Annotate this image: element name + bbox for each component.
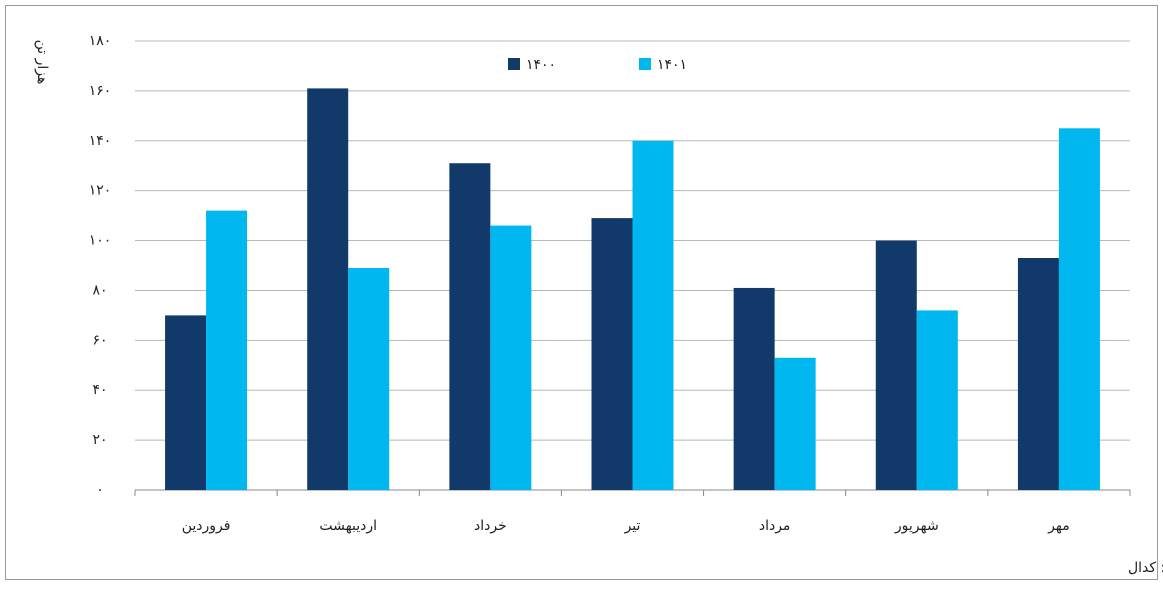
y-tick-label: ۱۰۰ — [89, 233, 112, 249]
source-note: منبع: کدال — [1128, 560, 1163, 576]
bar — [165, 315, 207, 490]
x-tick-label: شهریور — [894, 518, 939, 534]
bar — [733, 287, 775, 490]
x-tick-label: مهر — [1047, 518, 1070, 534]
y-tick-label: ۱۴۰ — [89, 133, 112, 149]
y-tick-label: ۸۰ — [92, 282, 107, 298]
bar — [774, 357, 816, 490]
bar — [632, 140, 674, 490]
bar — [348, 267, 390, 490]
legend-swatch — [508, 58, 520, 70]
y-tick-label: ۶۰ — [92, 332, 107, 348]
x-tick-label: فروردین — [182, 518, 231, 534]
y-axis-label: هزار تن — [34, 40, 50, 85]
y-tick-label: ۱۸۰ — [89, 33, 112, 49]
bar — [875, 240, 917, 490]
y-tick-label: ۴۰ — [92, 382, 107, 398]
bar — [591, 218, 633, 490]
bar — [916, 310, 958, 490]
x-tick-label: خرداد — [474, 518, 507, 534]
bar — [449, 163, 491, 490]
y-tick-label: ۲۰ — [92, 432, 107, 448]
legend-swatch — [639, 58, 651, 70]
bar — [1058, 128, 1100, 491]
x-tick-label: اردیبهشت — [319, 518, 377, 534]
y-tick-label: ۱۶۰ — [89, 83, 112, 99]
chart-frame — [5, 5, 1158, 580]
legend-label: ۱۴۰۱ — [657, 57, 687, 73]
bar — [490, 225, 532, 491]
x-tick-label: تیر — [624, 518, 641, 534]
y-tick-label: ۰ — [96, 482, 104, 498]
bar — [206, 210, 248, 490]
bar — [307, 88, 349, 491]
x-tick-label: مرداد — [759, 518, 791, 534]
legend-label: ۱۴۰۰ — [526, 57, 556, 73]
y-tick-label: ۱۲۰ — [89, 183, 112, 199]
bar — [1017, 258, 1059, 490]
